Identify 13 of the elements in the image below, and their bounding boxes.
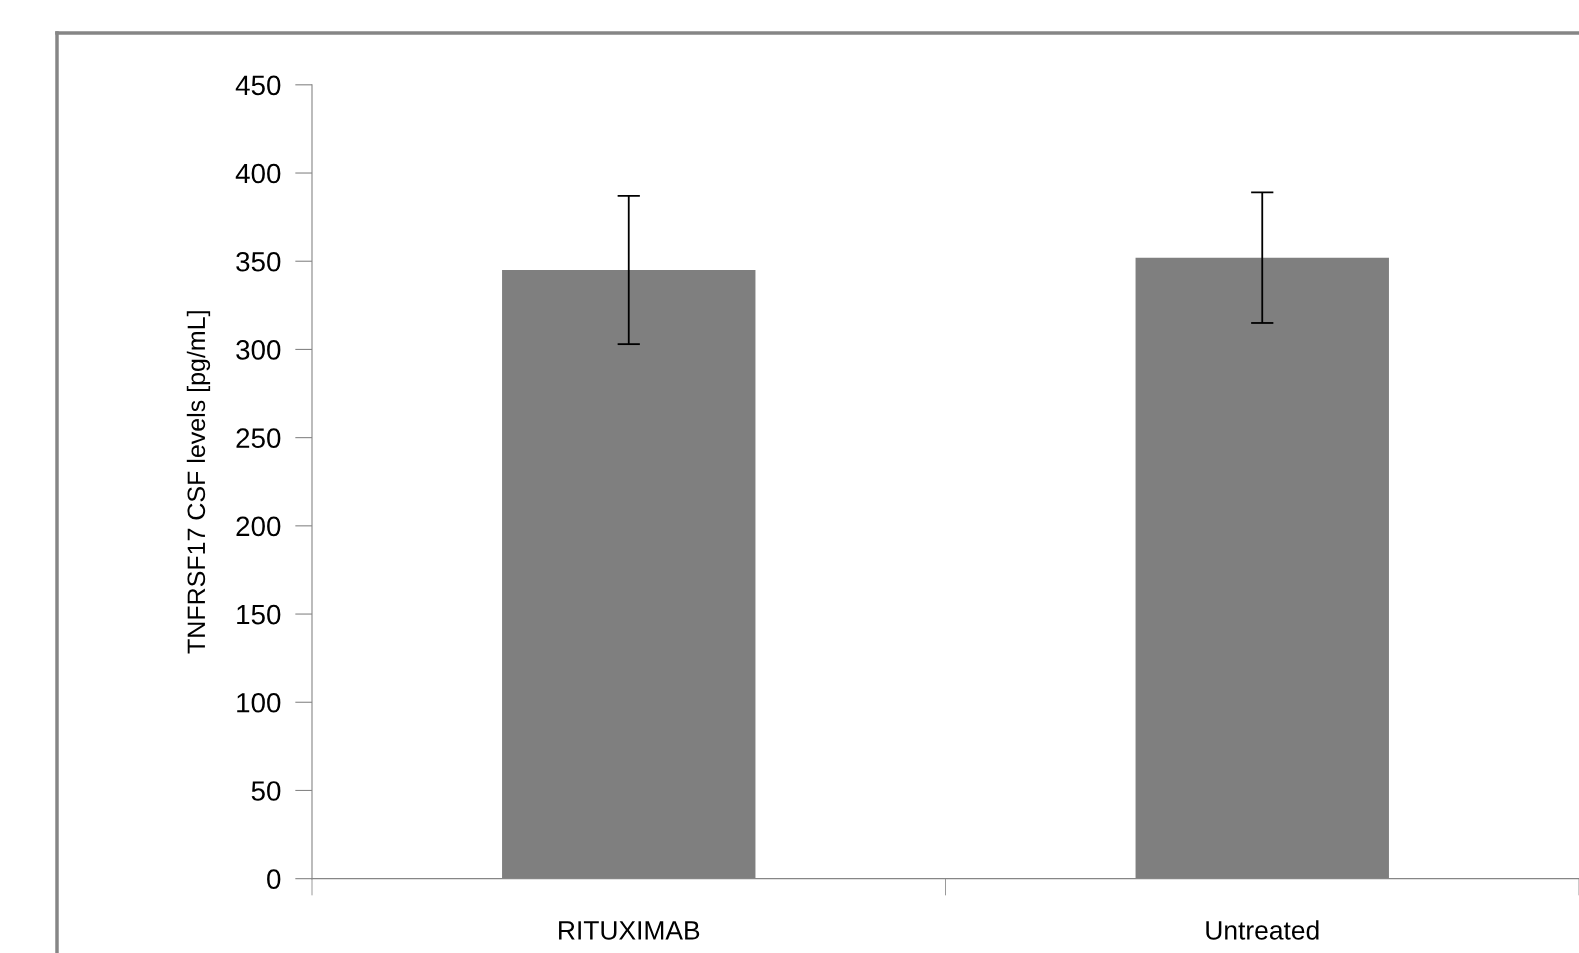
x-tick-label: RITUXIMAB bbox=[559, 921, 700, 940]
y-tick-label: 350 bbox=[236, 251, 281, 272]
y-tick-label: 250 bbox=[236, 428, 281, 448]
y-tick-label: 100 bbox=[237, 692, 281, 713]
y-tick-label: 200 bbox=[236, 516, 281, 537]
y-axis-title: TNFRSF17 CSF levels [pg/mL] bbox=[186, 311, 211, 654]
y-tick-label: 50 bbox=[251, 781, 281, 801]
y-tick-label: 150 bbox=[237, 604, 281, 625]
x-tick-label: Untreated bbox=[1206, 920, 1319, 940]
y-tick-label: 0 bbox=[267, 869, 281, 889]
y-tick-label: 400 bbox=[235, 163, 281, 184]
y-tick-label: 300 bbox=[236, 340, 281, 360]
y-tick-label: 450 bbox=[235, 75, 281, 96]
